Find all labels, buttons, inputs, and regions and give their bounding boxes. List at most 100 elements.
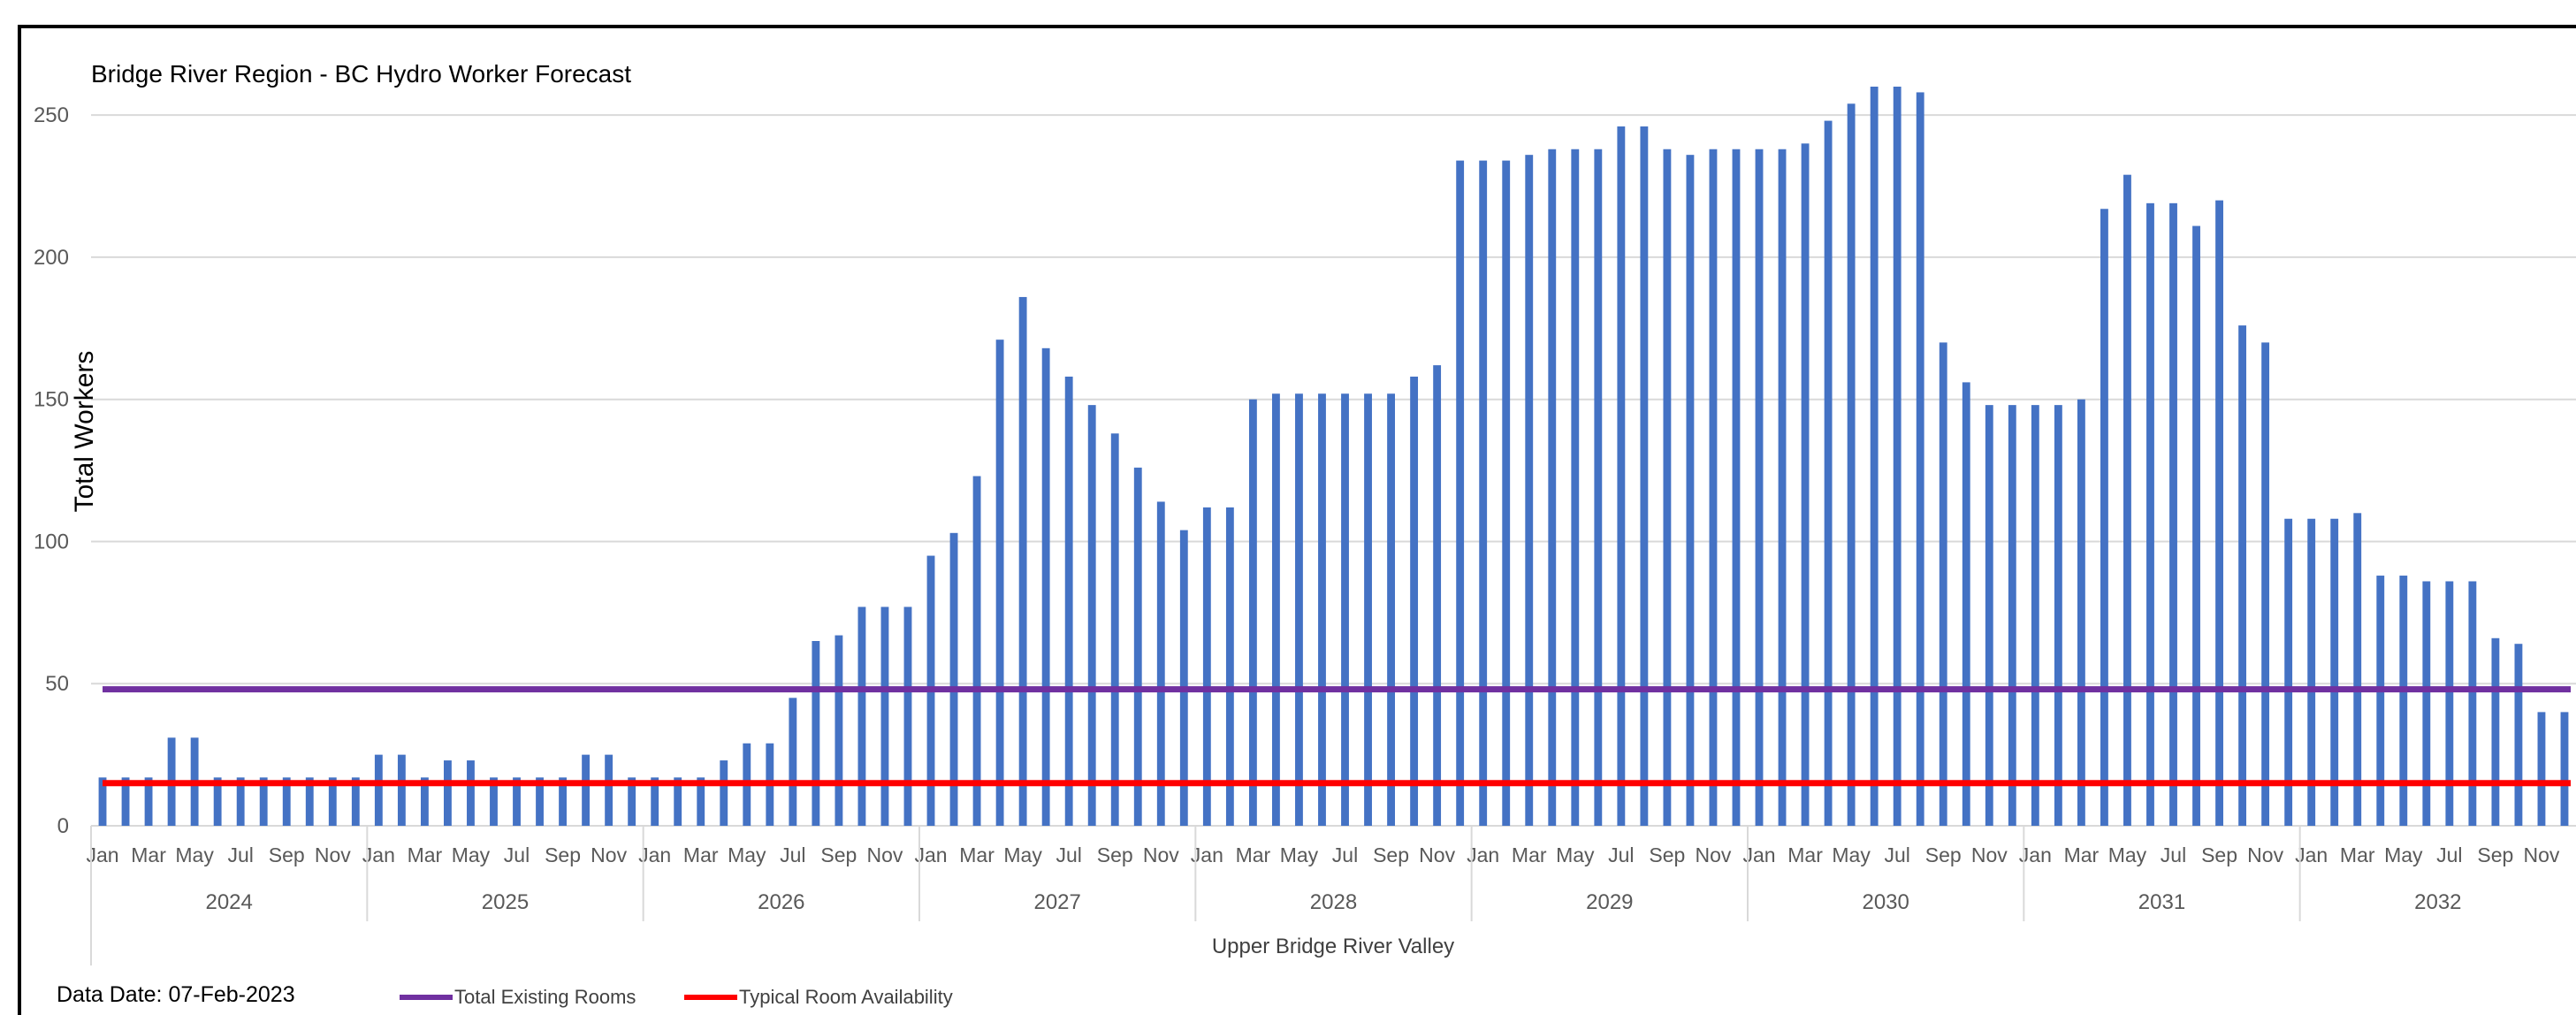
bar: [1686, 155, 1695, 826]
bar: [490, 777, 498, 826]
bar: [1133, 467, 1142, 826]
bar: [628, 777, 636, 826]
bar: [1479, 160, 1488, 827]
bar: [2560, 712, 2569, 826]
bar: [1893, 87, 1902, 826]
bar: [2192, 225, 2200, 827]
bar: [282, 777, 291, 826]
x-tick-label: Mar: [408, 843, 443, 866]
x-tick-label: May: [2384, 843, 2423, 866]
bar: [1801, 143, 1810, 827]
x-tick-label: Jul: [2161, 843, 2186, 866]
bar: [1663, 149, 1672, 826]
x-tick-label: Sep: [2201, 843, 2237, 866]
bar: [328, 777, 337, 826]
x-tick-label: Nov: [2524, 843, 2560, 866]
bar: [2284, 518, 2293, 826]
x-tick-label: Sep: [545, 843, 581, 866]
x-tick-label: May: [1280, 843, 1319, 866]
bar: [2008, 405, 2016, 826]
legend-typical-room-availability: Typical Room Availability: [684, 986, 953, 1009]
bar: [1778, 149, 1787, 826]
x-tick-label: Sep: [1373, 843, 1409, 866]
bar: [1433, 365, 1442, 827]
bar: [651, 777, 659, 826]
year-label: 2032: [2414, 890, 2461, 914]
bar: [995, 340, 1004, 827]
bar: [1410, 376, 1419, 826]
x-tick-label: Nov: [867, 843, 903, 866]
year-label: 2026: [758, 890, 804, 914]
bar: [903, 607, 912, 826]
bar: [1824, 120, 1833, 827]
x-tick-label: Jul: [2436, 843, 2462, 866]
chart-frame: [18, 25, 2576, 1015]
x-tick-label: May: [452, 843, 491, 866]
y-tick-label: 100: [34, 530, 69, 553]
bar: [351, 777, 360, 826]
bar: [2422, 581, 2431, 826]
bar: [444, 760, 452, 826]
bar: [674, 777, 682, 826]
x-tick-label: Sep: [2477, 843, 2513, 866]
bar: [513, 777, 521, 826]
bar: [2376, 576, 2385, 826]
bar: [2307, 518, 2316, 826]
x-axis: Jan Mar May Jul Sep Nov Jan Mar May Jul Sep Nov Jan M…: [86, 826, 2560, 965]
bar: [2261, 342, 2270, 826]
year-label: 2024: [205, 890, 252, 914]
legend-label: Typical Room Availability: [739, 986, 953, 1008]
y-tick-label: 200: [34, 246, 69, 270]
bar: [2169, 202, 2177, 827]
legend-label: Total Existing Rooms: [454, 986, 636, 1008]
x-tick-label: Nov: [591, 843, 627, 866]
y-tick-label: 50: [45, 672, 69, 696]
x-tick-label: Mar: [1512, 843, 1547, 866]
x-tick-label: Jul: [1884, 843, 1909, 866]
bar: [1225, 507, 1234, 826]
bar: [605, 754, 614, 826]
bar: [1364, 393, 1372, 826]
bar: [559, 777, 567, 826]
x-tick-label: Mar: [1236, 843, 1271, 866]
bar: [236, 777, 245, 826]
bar: [1870, 87, 1879, 826]
bar: [1617, 126, 1626, 826]
x-tick-label: Mar: [1787, 843, 1823, 866]
year-label: 2028: [1310, 890, 1357, 914]
bar: [582, 754, 591, 826]
x-tick-label: Jul: [1056, 843, 1081, 866]
bar: [2054, 405, 2062, 826]
y-axis-ticks: 0 50 100 150 200 250: [34, 103, 69, 838]
x-tick-label: May: [1556, 843, 1595, 866]
bar: [1318, 393, 1326, 826]
bar: [2238, 325, 2247, 827]
reference-lines: [103, 686, 2571, 787]
bar: [1732, 149, 1741, 826]
bar: [213, 777, 222, 826]
x-tick-label: Nov: [1971, 843, 2008, 866]
bar: [2491, 637, 2500, 826]
bar: [1156, 501, 1165, 826]
bar: [1939, 342, 1947, 826]
bar: [420, 777, 429, 826]
bar: [1916, 92, 1924, 826]
bar: [972, 476, 981, 826]
bar-series: [98, 87, 2569, 827]
bar: [1525, 155, 1534, 826]
bar: [697, 777, 705, 826]
y-axis-label: Total Workers: [70, 351, 99, 513]
x-tick-label: Jul: [780, 843, 805, 866]
bar: [259, 777, 268, 826]
x-tick-label: Mar: [2340, 843, 2375, 866]
bar: [2215, 200, 2223, 827]
x-tick-label: Mar: [959, 843, 995, 866]
x-tick-label: Nov: [2247, 843, 2283, 866]
bar: [789, 698, 797, 826]
x-tick-label: Nov: [1419, 843, 1455, 866]
chart-title: Bridge River Region - BC Hydro Worker Fo…: [91, 60, 631, 88]
legend-swatch-purple: [400, 995, 453, 1000]
bar: [2353, 513, 2362, 826]
bar: [98, 777, 107, 826]
year-label: 2027: [1033, 890, 1080, 914]
